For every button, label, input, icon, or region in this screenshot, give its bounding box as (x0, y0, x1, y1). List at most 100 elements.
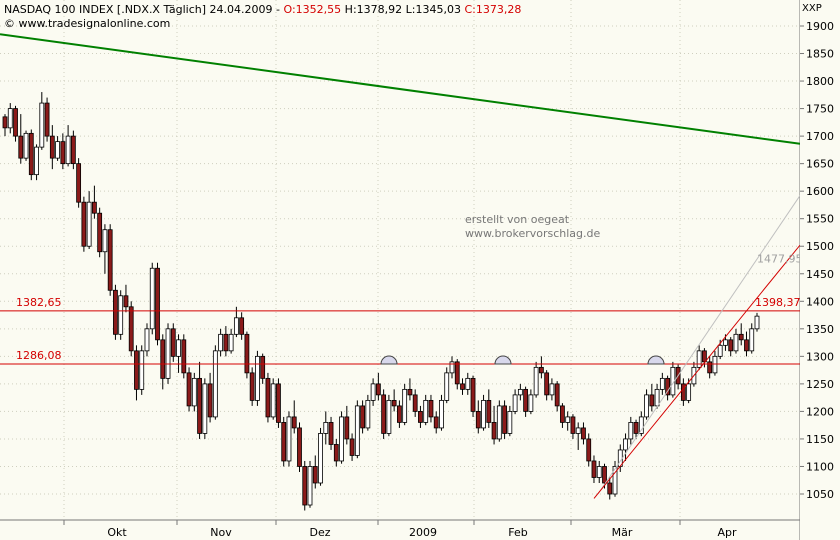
candle-body (91, 201, 97, 214)
candle-body (102, 229, 108, 253)
channel-value-label: 1477,95 (757, 252, 800, 265)
support-line-label: 1382,65 (16, 296, 62, 309)
low-value: L:1345,03 (402, 3, 461, 16)
candle-body (81, 201, 87, 247)
candle-body (260, 355, 266, 379)
candle-body (507, 411, 513, 434)
candle-body (433, 416, 439, 429)
candle-body (23, 132, 29, 159)
candle-body (486, 399, 492, 423)
candle-body (186, 372, 192, 407)
annotation-author: erstellt von oegeat (465, 213, 570, 226)
candle-body (386, 399, 392, 434)
resistance-test-marker (494, 355, 512, 365)
candle-body (2, 116, 8, 129)
candles (2, 92, 760, 511)
candle-body (412, 394, 418, 412)
candle-body (139, 350, 145, 390)
candle-body (228, 333, 234, 352)
candle-body (544, 372, 550, 396)
candle-body (144, 328, 150, 352)
y-tick-label: 1350 (806, 323, 834, 336)
trend-value-label: 1398,37 (755, 296, 800, 309)
candle-body (218, 333, 224, 352)
y-tick-label: 1900 (806, 20, 834, 33)
candle-body (602, 466, 607, 484)
candle-body (265, 377, 271, 418)
candle-body (428, 399, 434, 418)
candle-body (407, 388, 413, 396)
y-tick-label: 1300 (806, 350, 834, 363)
candle-body (297, 427, 302, 467)
y-tick-label: 1800 (806, 75, 834, 88)
candle-body (439, 399, 444, 429)
candle-body (155, 267, 160, 341)
candle-body (165, 328, 171, 379)
candle-body (523, 388, 529, 412)
candle-body (312, 466, 318, 484)
candle-body (65, 135, 71, 165)
candle-body (496, 405, 502, 440)
candle-body (712, 355, 718, 374)
y-tick-label: 1700 (806, 130, 834, 143)
candle-body (370, 383, 376, 401)
candle-body (323, 422, 329, 434)
candle-body (60, 141, 66, 165)
candle-body (39, 102, 45, 148)
candle-body (591, 460, 597, 478)
candle-body (612, 466, 618, 495)
candle-body (686, 383, 692, 401)
candle-body (202, 383, 208, 434)
grid (0, 0, 800, 540)
candle-body (18, 135, 24, 159)
candle-body (365, 399, 371, 429)
candle-body (391, 399, 397, 407)
candle-body (475, 411, 481, 429)
y-tick-label: 1100 (806, 460, 834, 473)
candle-body (444, 372, 450, 401)
candle-body (659, 377, 665, 390)
candle-body (97, 212, 103, 253)
candle-body (565, 416, 571, 423)
candle-body (160, 339, 166, 379)
candle-body (113, 289, 118, 335)
candle-body (633, 422, 639, 434)
y-tick-label: 1400 (806, 295, 834, 308)
candle-body (754, 315, 760, 330)
candle-body (423, 399, 429, 423)
high-value: H:1378,92 (341, 3, 403, 16)
candle-body (381, 394, 387, 434)
candle-body (481, 399, 486, 429)
candle-body (76, 163, 82, 203)
candle-body (607, 482, 613, 495)
candle-body (107, 229, 113, 291)
candle-body (528, 394, 534, 412)
candle-body (707, 361, 713, 374)
candle-body (339, 416, 344, 462)
y-tick-label: 1850 (806, 48, 834, 61)
candle-body (665, 377, 671, 396)
candle-body (223, 333, 229, 352)
candle-body (291, 416, 297, 429)
candle-body (307, 466, 313, 506)
candle-body (286, 416, 292, 462)
candle-body (149, 267, 155, 330)
y-tick-label: 1500 (806, 240, 834, 253)
rising-trend-line (593, 244, 800, 499)
trend-line (0, 33, 800, 145)
candle-body (134, 350, 139, 390)
candle-body (638, 416, 644, 434)
candle-body (255, 355, 260, 401)
y-tick-label: 1750 (806, 103, 834, 116)
candle-body (649, 394, 655, 407)
candle-body (281, 422, 287, 462)
candle-body (328, 422, 334, 445)
candle-body (191, 377, 197, 407)
candle-body (717, 344, 723, 357)
candle-body (628, 422, 634, 440)
instrument-label: NASDAQ 100 INDEX [.NDX.X Täglich] 24.04.… (4, 3, 284, 16)
candle-body (239, 317, 245, 335)
chart-header: NASDAQ 100 INDEX [.NDX.X Täglich] 24.04.… (4, 3, 521, 16)
candle-body (344, 416, 350, 440)
candle-body (465, 377, 471, 390)
